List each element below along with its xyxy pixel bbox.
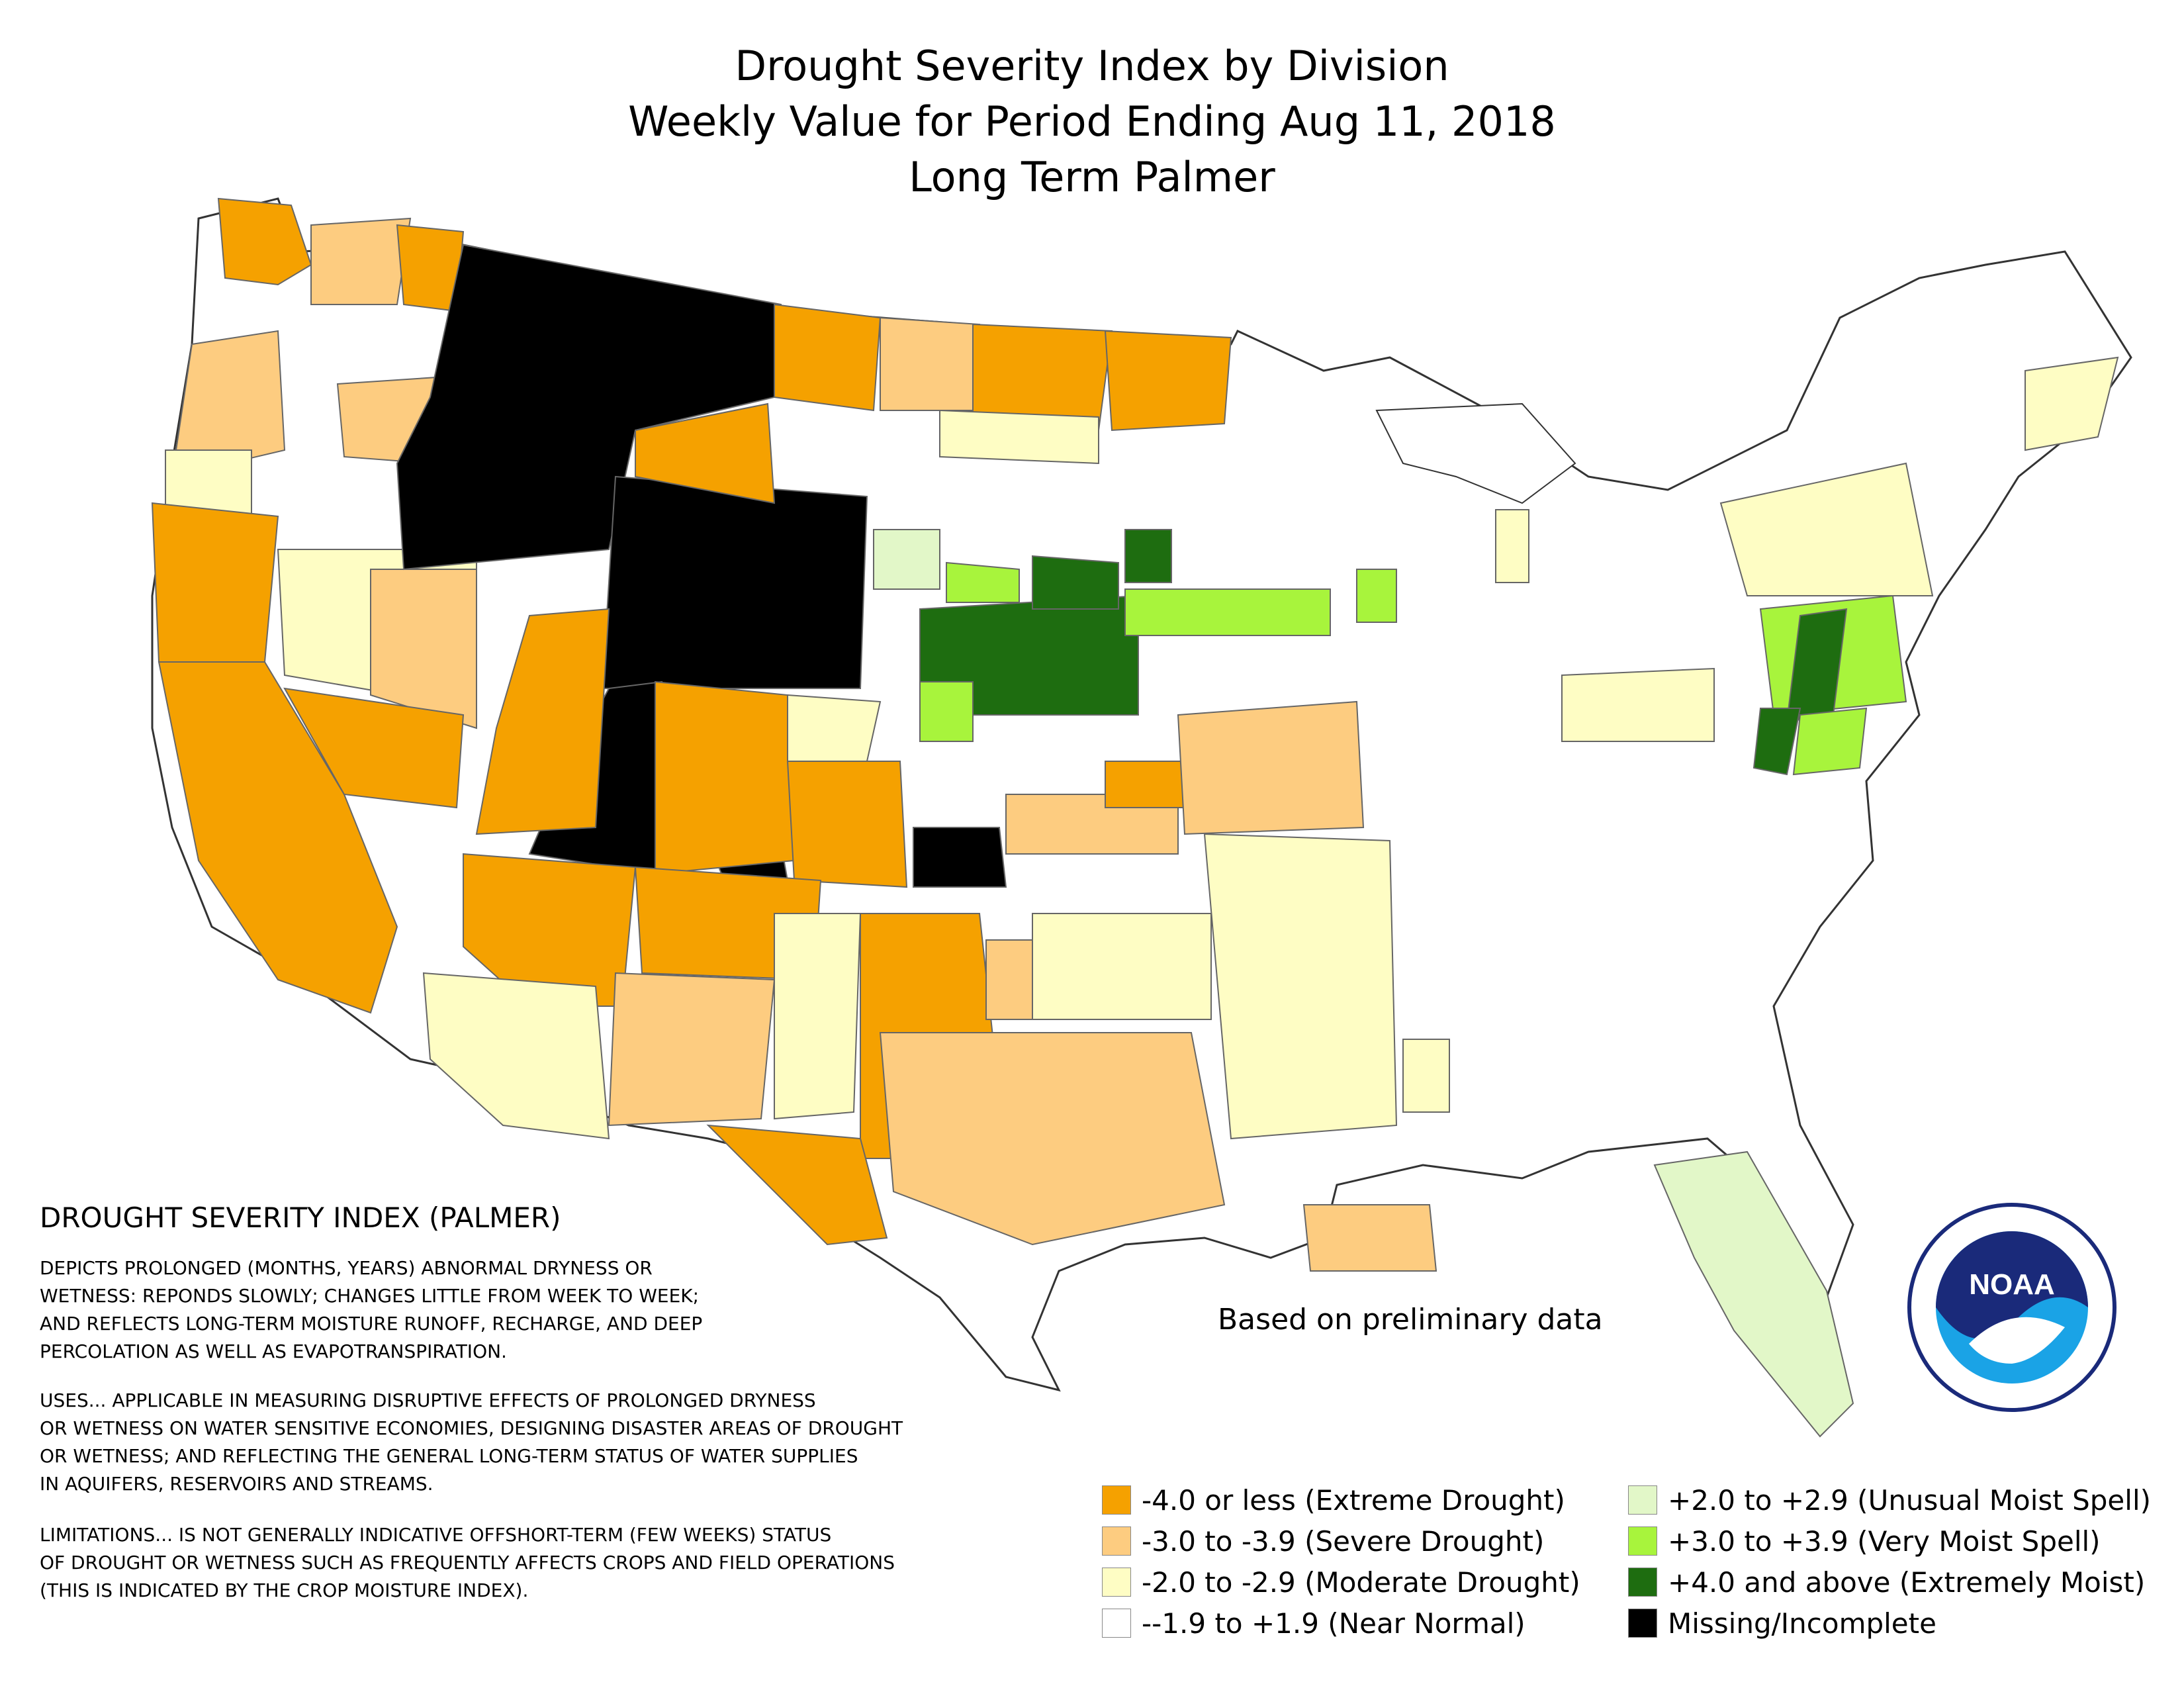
description-line: OR WETNESS ON WATER SENSITIVE ECONOMIES,… xyxy=(40,1417,903,1439)
division-nd-west xyxy=(880,316,981,411)
division-wi-very-moist xyxy=(1356,569,1397,623)
description-line: OF DROUGHT OR WETNESS SUCH AS FREQUENTLY… xyxy=(40,1552,895,1573)
legend-item-missing: Missing/Incomplete xyxy=(1628,1603,2151,1644)
division-nv-east xyxy=(370,569,477,729)
division-wy-missing xyxy=(601,475,868,689)
map-title: Drought Severity Index by Division Weekl… xyxy=(0,38,2184,205)
legend-swatch xyxy=(1102,1609,1131,1638)
legend-swatch xyxy=(1628,1609,1657,1638)
division-mo xyxy=(1177,700,1365,835)
division-ne-unusual-moist xyxy=(873,529,940,590)
division-oh xyxy=(1561,667,1715,742)
division-nm-east xyxy=(774,913,862,1120)
division-or-coast xyxy=(171,330,286,478)
division-co-west xyxy=(655,680,796,875)
legend-item-unusual-moist: +2.0 to +2.9 (Unusual Moist Spell) xyxy=(1628,1479,2151,1521)
division-tx-central xyxy=(879,1032,1226,1246)
description-line: WETNESS: REPONDS SLOWLY; CHANGES LITTLE … xyxy=(40,1285,700,1307)
description-line: LIMITATIONS... IS NOT GENERALLY INDICATI… xyxy=(40,1524,832,1546)
division-wa-west xyxy=(217,197,312,286)
division-nd-south xyxy=(939,409,1099,465)
division-fl xyxy=(1653,1150,1854,1438)
legend-item-severe-drought: -3.0 to -3.9 (Severe Drought) xyxy=(1102,1521,1580,1562)
division-ia-very-moist xyxy=(1124,588,1331,636)
legend-item-very-moist: +3.0 to +3.9 (Very Moist Spell) xyxy=(1628,1521,2151,1562)
description-line: USES... APPLICABLE IN MEASURING DISRUPTI… xyxy=(40,1389,816,1411)
division-mi xyxy=(1495,509,1529,583)
description-heading: DROUGHT SEVERITY INDEX (PALMER) xyxy=(40,1201,561,1234)
description-line: IN AQUIFERS, RESERVOIRS AND STREAMS. xyxy=(40,1473,433,1495)
title-line-1: Drought Severity Index by Division xyxy=(735,42,1449,90)
description-paragraph-3: LIMITATIONS... IS NOT GENERALLY INDICATI… xyxy=(40,1521,895,1605)
division-co-south xyxy=(786,761,908,888)
legend-item-extreme-drought: -4.0 or less (Extreme Drought) xyxy=(1102,1479,1580,1521)
description-line: DEPICTS PROLONGED (MONTHS, YEARS) ABNORM… xyxy=(40,1257,653,1279)
division-ok xyxy=(1032,913,1212,1020)
division-sd-extreme-moist xyxy=(1032,555,1119,610)
division-ks-missing xyxy=(913,827,1007,888)
division-va-extreme-moist xyxy=(1752,708,1801,776)
legend-label: -4.0 or less (Extreme Drought) xyxy=(1142,1483,1565,1517)
legend-left-column: -4.0 or less (Extreme Drought) -3.0 to -… xyxy=(1102,1479,1580,1644)
division-la xyxy=(1302,1204,1437,1272)
legend-swatch xyxy=(1628,1485,1657,1515)
preliminary-note: Based on preliminary data xyxy=(1218,1303,1603,1336)
division-ca-central xyxy=(158,661,398,1014)
legend-label: +2.0 to +2.9 (Unusual Moist Spell) xyxy=(1668,1483,2151,1517)
noaa-logo-text: NOAA xyxy=(1969,1268,2055,1301)
description-line: PERCOLATION AS WELL AS EVAPOTRANSPIRATIO… xyxy=(40,1340,507,1362)
division-tx-north xyxy=(985,939,1033,1020)
division-az-south xyxy=(422,972,610,1140)
title-line-2: Weekly Value for Period Ending Aug 11, 2… xyxy=(628,97,1556,146)
division-wa-central xyxy=(310,217,412,305)
division-nd-east xyxy=(1104,330,1232,432)
division-md-very-moist xyxy=(1792,707,1868,776)
division-ks-east xyxy=(1105,761,1185,808)
legend-swatch xyxy=(1102,1526,1131,1556)
legend-swatch xyxy=(1102,1485,1131,1515)
division-tx-trans-pecos xyxy=(706,1124,888,1246)
legend-swatch xyxy=(1628,1526,1657,1556)
division-ms xyxy=(1402,1039,1450,1113)
noaa-logo: NOAA xyxy=(1907,1203,2116,1412)
division-ne-very-moist xyxy=(919,681,974,742)
description-paragraph-1: DEPICTS PROLONGED (MONTHS, YEARS) ABNORM… xyxy=(40,1254,702,1366)
division-sd-very-moist xyxy=(946,561,1020,603)
division-ny xyxy=(1719,462,1934,596)
great-lakes xyxy=(1375,402,1576,504)
legend-item-extremely-moist: +4.0 and above (Extremely Moist) xyxy=(1628,1562,2151,1603)
legend-label: +4.0 and above (Extremely Moist) xyxy=(1668,1566,2146,1599)
division-mt-east xyxy=(635,402,776,504)
legend-label: -3.0 to -3.9 (Severe Drought) xyxy=(1142,1524,1545,1558)
legend-label: Missing/Incomplete xyxy=(1668,1607,1936,1640)
legend-label: +3.0 to +3.9 (Very Moist Spell) xyxy=(1668,1524,2101,1558)
division-me xyxy=(2025,356,2119,451)
legend-right-column: +2.0 to +2.9 (Unusual Moist Spell) +3.0 … xyxy=(1628,1479,2151,1644)
division-ar xyxy=(1203,833,1398,1140)
description-paragraph-2: USES... APPLICABLE IN MEASURING DISRUPTI… xyxy=(40,1387,903,1498)
description-line: (THIS IS INDICATED BY THE CROP MOISTURE … xyxy=(40,1579,529,1601)
description-line: OR WETNESS; AND REFLECTING THE GENERAL L… xyxy=(40,1445,858,1467)
legend-item-moderate-drought: -2.0 to -2.9 (Moderate Drought) xyxy=(1102,1562,1580,1603)
division-mn-extreme-moist xyxy=(1124,529,1172,583)
legend-swatch xyxy=(1628,1568,1657,1597)
title-line-3: Long Term Palmer xyxy=(909,153,1275,201)
division-nm-central xyxy=(608,972,776,1127)
division-mt-northeast xyxy=(774,303,882,412)
description-line: AND REFLECTS LONG-TERM MOISTURE RUNOFF, … xyxy=(40,1313,703,1335)
legend-label: --1.9 to +1.9 (Near Normal) xyxy=(1142,1607,1525,1640)
division-nv-south xyxy=(283,687,465,809)
legend-swatch xyxy=(1102,1568,1131,1597)
division-co-northeast xyxy=(787,694,882,762)
legend-item-near-normal: --1.9 to +1.9 (Near Normal) xyxy=(1102,1603,1580,1644)
division-ut-west xyxy=(475,608,610,835)
legend-label: -2.0 to -2.9 (Moderate Drought) xyxy=(1142,1566,1580,1599)
